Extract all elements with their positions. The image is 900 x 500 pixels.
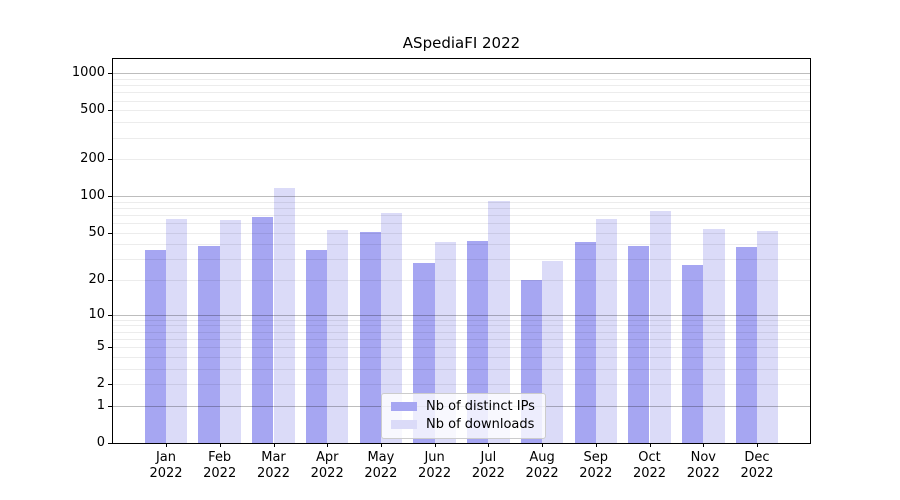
x-axis-tick xyxy=(327,443,329,447)
bar-distinct-ips xyxy=(359,231,381,443)
y-axis-tick xyxy=(108,232,112,234)
x-axis-tick xyxy=(380,443,382,447)
bar-distinct-ips xyxy=(628,245,650,443)
legend-item-downloads: Nb of downloads xyxy=(391,417,535,432)
bar-downloads xyxy=(488,201,510,443)
y-axis-tick-label: 0 xyxy=(96,435,105,450)
x-axis-tick-label: May 2022 xyxy=(364,450,398,481)
x-axis-tick xyxy=(166,443,167,447)
y-axis-tick xyxy=(108,159,112,161)
x-axis-tick-label: Apr 2022 xyxy=(310,450,344,481)
bar-distinct-ips xyxy=(682,264,704,443)
x-axis-tick xyxy=(434,443,436,447)
bar-distinct-ips xyxy=(252,217,274,443)
bar-downloads xyxy=(166,218,188,443)
x-axis-tick xyxy=(595,443,597,447)
y-axis-tick-label: 2 xyxy=(96,376,105,392)
y-axis-tick-label: 200 xyxy=(80,151,105,167)
x-axis-tick-label: Mar 2022 xyxy=(256,450,291,481)
bar-distinct-ips xyxy=(198,245,220,443)
y-axis-tick xyxy=(108,196,112,197)
x-axis-tick-label: Jul 2022 xyxy=(471,450,505,481)
bars-layer xyxy=(113,59,810,443)
bar-downloads xyxy=(380,213,403,443)
y-axis-tick xyxy=(108,347,112,349)
bar-downloads xyxy=(434,241,456,443)
x-axis-tick xyxy=(273,443,275,447)
y-axis-tick xyxy=(108,384,112,386)
x-axis-tick-label: Nov 2022 xyxy=(686,450,720,481)
y-axis-tick-label: 100 xyxy=(80,188,105,203)
bar-downloads xyxy=(703,228,725,443)
y-axis-tick xyxy=(108,443,112,444)
legend-label-downloads: Nb of downloads xyxy=(426,417,535,432)
x-axis-tick-label: Oct 2022 xyxy=(632,450,667,481)
y-axis-tick xyxy=(108,280,112,282)
bar-downloads xyxy=(542,261,564,443)
x-axis-tick xyxy=(488,443,490,447)
bar-downloads xyxy=(649,211,671,443)
bar-distinct-ips xyxy=(144,249,166,443)
legend-swatch-distinct-ips-icon xyxy=(391,402,417,411)
legend: Nb of distinct IPs Nb of downloads xyxy=(381,393,546,439)
legend-label-distinct-ips: Nb of distinct IPs xyxy=(426,399,535,414)
y-axis-tick-label: 1000 xyxy=(71,65,105,81)
bar-downloads xyxy=(327,229,349,443)
bar-distinct-ips xyxy=(574,241,596,443)
y-axis-tick-label: 20 xyxy=(88,272,105,288)
x-axis-tick-label: Sep 2022 xyxy=(579,450,613,481)
y-axis-tick xyxy=(108,405,112,407)
x-axis-tick-label: Jun 2022 xyxy=(418,450,452,481)
y-axis-tick xyxy=(108,314,112,316)
y-axis-tick xyxy=(108,110,112,112)
y-axis-tick-label: 50 xyxy=(88,224,105,240)
x-axis-tick xyxy=(757,443,758,447)
bar-distinct-ips xyxy=(305,249,328,443)
y-axis-tick xyxy=(108,73,112,75)
x-axis-tick xyxy=(219,443,221,447)
legend-item-distinct-ips: Nb of distinct IPs xyxy=(391,399,535,414)
y-axis-tick-label: 1 xyxy=(96,397,105,413)
plot-area: Nb of distinct IPs Nb of downloads xyxy=(112,58,811,444)
bar-downloads xyxy=(273,187,295,443)
bar-downloads xyxy=(595,218,618,443)
y-axis-tick-label: 10 xyxy=(88,306,105,322)
x-axis-tick-label: Dec 2022 xyxy=(740,450,774,481)
bar-downloads xyxy=(219,220,241,443)
bar-distinct-ips xyxy=(735,246,757,443)
y-axis-tick-label: 500 xyxy=(80,102,105,118)
y-axis-tick-label: 5 xyxy=(96,339,105,355)
bar-downloads xyxy=(757,230,779,443)
x-axis-tick-label: Aug 2022 xyxy=(525,450,559,481)
x-axis-tick xyxy=(649,443,651,447)
x-axis-tick xyxy=(542,443,544,447)
chart-title: ASpediaFI 2022 xyxy=(402,34,521,52)
legend-swatch-downloads-icon xyxy=(391,420,417,429)
x-axis-tick xyxy=(703,443,705,447)
bar-distinct-ips xyxy=(467,240,489,443)
x-axis-tick-label: Feb 2022 xyxy=(203,450,237,481)
x-axis-tick-label: Jan 2022 xyxy=(149,450,183,481)
